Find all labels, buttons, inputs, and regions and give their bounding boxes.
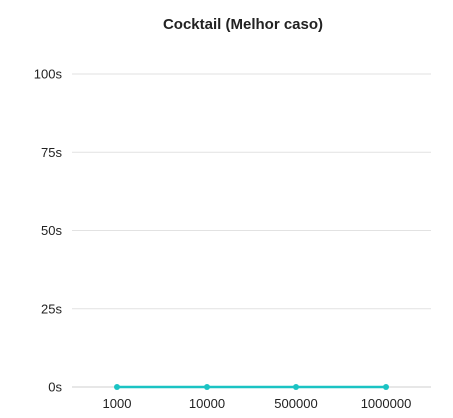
x-tick-label: 10000 xyxy=(189,396,225,411)
y-tick-label: 50s xyxy=(41,223,62,238)
y-tick-label: 100s xyxy=(34,67,63,82)
x-tick-label: 500000 xyxy=(274,396,317,411)
y-tick-label: 0s xyxy=(48,380,62,395)
data-point xyxy=(293,384,299,390)
x-tick-label: 1000 xyxy=(103,396,132,411)
chart-title: Cocktail (Melhor caso) xyxy=(162,16,324,33)
y-tick-label: 75s xyxy=(41,145,62,160)
data-point xyxy=(204,384,210,390)
data-point xyxy=(383,384,389,390)
y-tick-label: 25s xyxy=(41,301,62,316)
x-tick-label: 1000000 xyxy=(361,396,412,411)
data-point xyxy=(114,384,120,390)
